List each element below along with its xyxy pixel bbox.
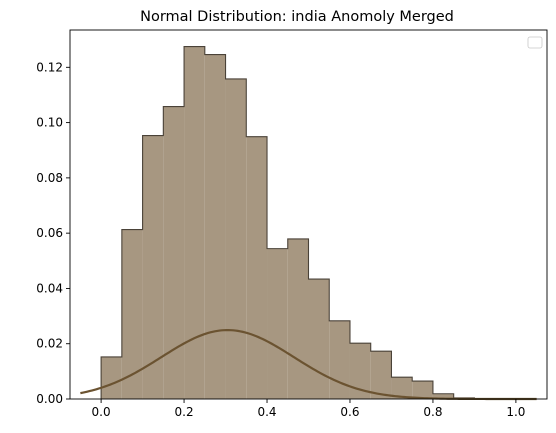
histogram-bar xyxy=(412,381,433,399)
legend xyxy=(528,37,542,48)
x-tick-label: 0.8 xyxy=(423,405,442,419)
x-tick-label: 0.4 xyxy=(257,405,276,419)
histogram-bar xyxy=(205,55,226,399)
histogram-bar xyxy=(226,79,247,399)
histogram-bar xyxy=(143,136,164,399)
y-tick-label: 0.12 xyxy=(36,60,63,74)
y-tick-label: 0.06 xyxy=(36,226,63,240)
histogram-bar xyxy=(101,357,122,399)
y-tick-label: 0.02 xyxy=(36,337,63,351)
y-tick-label: 0.00 xyxy=(36,392,63,406)
histogram-bar xyxy=(184,47,205,399)
histogram-bar xyxy=(309,279,330,399)
y-tick-label: 0.04 xyxy=(36,281,63,295)
x-tick-label: 0.2 xyxy=(175,405,194,419)
y-tick-label: 0.08 xyxy=(36,171,63,185)
histogram-bar xyxy=(246,137,267,399)
plot-area: 0.0 0.2 0.4 0.6 0.8 1.0 0.00 0.02 0.04 0.06 0.08 0.… xyxy=(36,30,547,419)
x-tick-label: 1.0 xyxy=(506,405,525,419)
x-tick-label: 0.0 xyxy=(92,405,111,419)
y-tick-label: 0.10 xyxy=(36,116,63,130)
histogram-bar xyxy=(267,249,288,399)
chart-title: Normal Distribution: india Anomoly Merge… xyxy=(140,9,454,25)
histogram-bar xyxy=(288,239,309,399)
legend-box xyxy=(528,37,542,48)
x-tick-label: 0.6 xyxy=(340,405,359,419)
histogram-bar xyxy=(329,321,350,399)
